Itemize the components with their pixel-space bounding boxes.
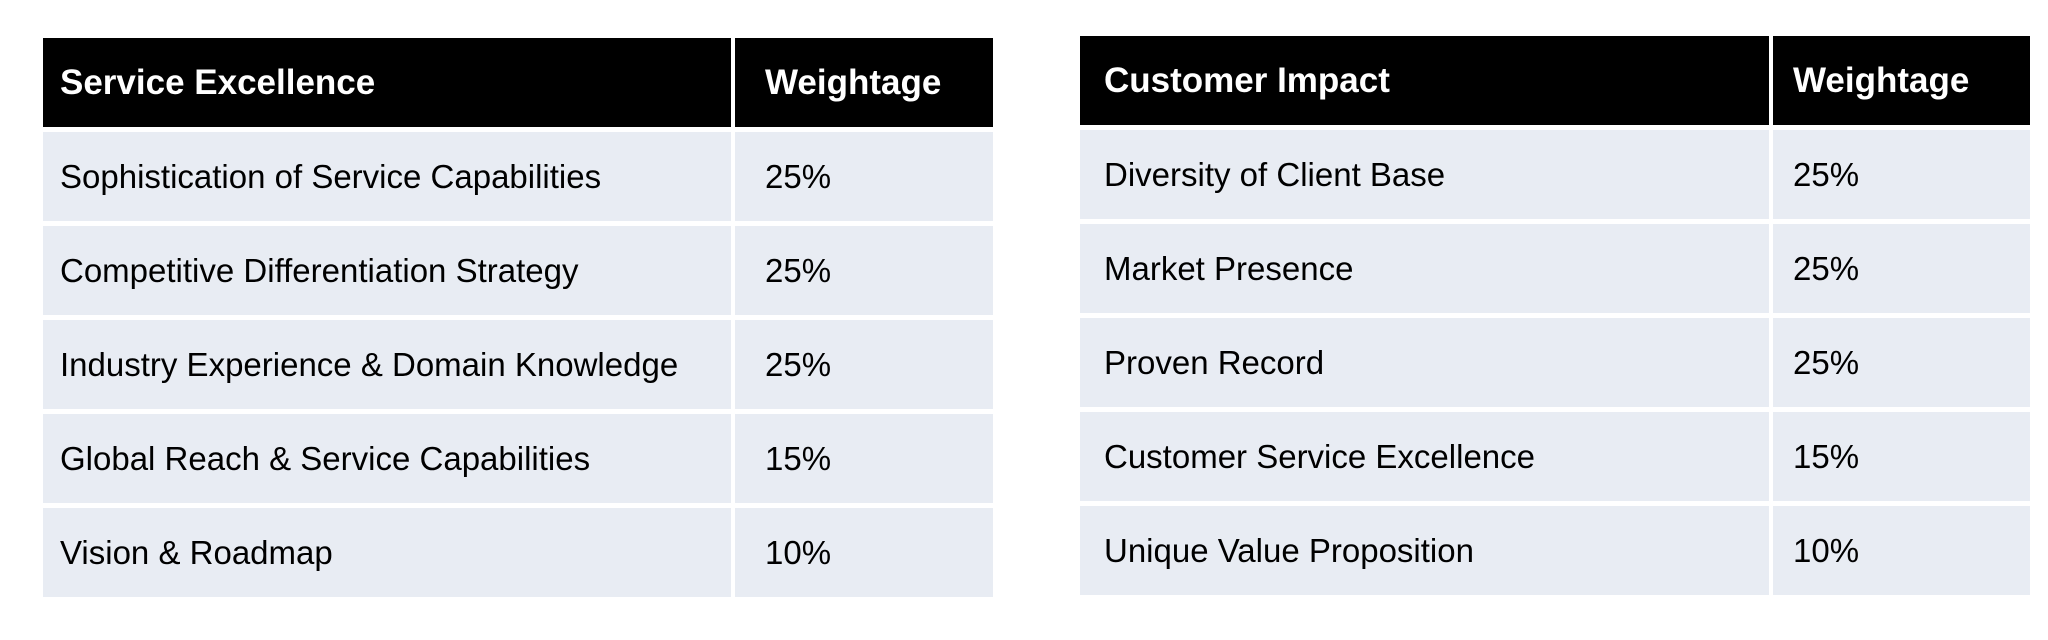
weightage-cell: 25% — [1773, 318, 2030, 407]
table-row: Diversity of Client Base 25% — [1080, 130, 2030, 219]
criterion-cell: Global Reach & Service Capabilities — [43, 414, 731, 503]
criterion-cell: Unique Value Proposition — [1080, 506, 1769, 595]
column-header-weightage: Weightage — [735, 38, 993, 127]
column-header-criterion: Customer Impact — [1080, 36, 1769, 125]
weightage-cell: 25% — [1773, 130, 2030, 219]
weightage-cell: 25% — [1773, 224, 2030, 313]
weightage-cell: 15% — [1773, 412, 2030, 501]
weightage-cell: 25% — [735, 320, 993, 409]
criterion-cell: Industry Experience & Domain Knowledge — [43, 320, 731, 409]
weightage-cell: 15% — [735, 414, 993, 503]
column-header-criterion: Service Excellence — [43, 38, 731, 127]
criterion-cell: Market Presence — [1080, 224, 1769, 313]
table-row: Unique Value Proposition 10% — [1080, 506, 2030, 595]
table-row: Sophistication of Service Capabilities 2… — [43, 132, 993, 221]
table-header-row: Service Excellence Weightage — [43, 38, 993, 127]
criterion-cell: Sophistication of Service Capabilities — [43, 132, 731, 221]
table-row: Industry Experience & Domain Knowledge 2… — [43, 320, 993, 409]
weightage-cell: 25% — [735, 226, 993, 315]
table-row: Customer Service Excellence 15% — [1080, 412, 2030, 501]
service-excellence-table: Service Excellence Weightage Sophisticat… — [39, 33, 997, 602]
table-row: Market Presence 25% — [1080, 224, 2030, 313]
weightage-cell: 25% — [735, 132, 993, 221]
table-row: Competitive Differentiation Strategy 25% — [43, 226, 993, 315]
column-header-weightage: Weightage — [1773, 36, 2030, 125]
weightage-cell: 10% — [1773, 506, 2030, 595]
customer-impact-table: Customer Impact Weightage Diversity of C… — [1076, 31, 2034, 600]
criterion-cell: Competitive Differentiation Strategy — [43, 226, 731, 315]
table-header-row: Customer Impact Weightage — [1080, 36, 2030, 125]
weightage-cell: 10% — [735, 508, 993, 597]
table-row: Proven Record 25% — [1080, 318, 2030, 407]
criterion-cell: Customer Service Excellence — [1080, 412, 1769, 501]
table-row: Vision & Roadmap 10% — [43, 508, 993, 597]
criterion-cell: Diversity of Client Base — [1080, 130, 1769, 219]
criterion-cell: Proven Record — [1080, 318, 1769, 407]
criterion-cell: Vision & Roadmap — [43, 508, 731, 597]
table-row: Global Reach & Service Capabilities 15% — [43, 414, 993, 503]
